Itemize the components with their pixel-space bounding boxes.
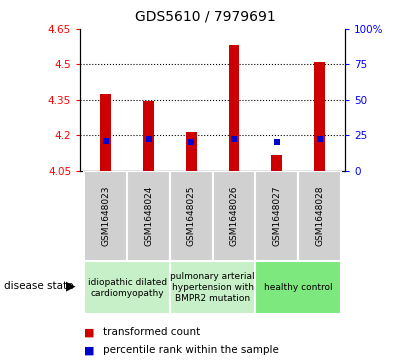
Text: GSM1648025: GSM1648025 xyxy=(187,186,196,246)
Bar xyxy=(229,45,240,171)
Text: percentile rank within the sample: percentile rank within the sample xyxy=(103,345,279,355)
Text: transformed count: transformed count xyxy=(103,327,200,337)
Text: pulmonary arterial
hypertension with
BMPR2 mutation: pulmonary arterial hypertension with BMP… xyxy=(171,272,255,303)
Bar xyxy=(256,261,341,314)
Bar xyxy=(84,261,170,314)
Bar xyxy=(170,261,256,314)
Text: GSM1648026: GSM1648026 xyxy=(230,186,238,246)
Bar xyxy=(213,171,256,261)
Bar xyxy=(298,171,341,261)
Bar xyxy=(84,171,127,261)
Text: GSM1648023: GSM1648023 xyxy=(101,186,110,246)
Text: ▶: ▶ xyxy=(67,280,76,292)
Bar xyxy=(256,171,298,261)
Text: disease state: disease state xyxy=(4,281,74,291)
Text: idiopathic dilated
cardiomyopathy: idiopathic dilated cardiomyopathy xyxy=(88,278,167,298)
Text: ■: ■ xyxy=(84,345,95,355)
Bar xyxy=(272,155,282,171)
Bar xyxy=(186,132,196,171)
Bar xyxy=(100,94,111,171)
Bar xyxy=(314,62,325,171)
Text: GDS5610 / 7979691: GDS5610 / 7979691 xyxy=(135,9,276,23)
Text: healthy control: healthy control xyxy=(264,283,332,292)
Bar xyxy=(170,171,213,261)
Text: GSM1648024: GSM1648024 xyxy=(144,186,153,246)
Text: ■: ■ xyxy=(84,327,95,337)
Text: GSM1648027: GSM1648027 xyxy=(272,186,281,246)
Bar xyxy=(143,101,154,171)
Bar xyxy=(127,171,170,261)
Text: GSM1648028: GSM1648028 xyxy=(315,186,324,246)
